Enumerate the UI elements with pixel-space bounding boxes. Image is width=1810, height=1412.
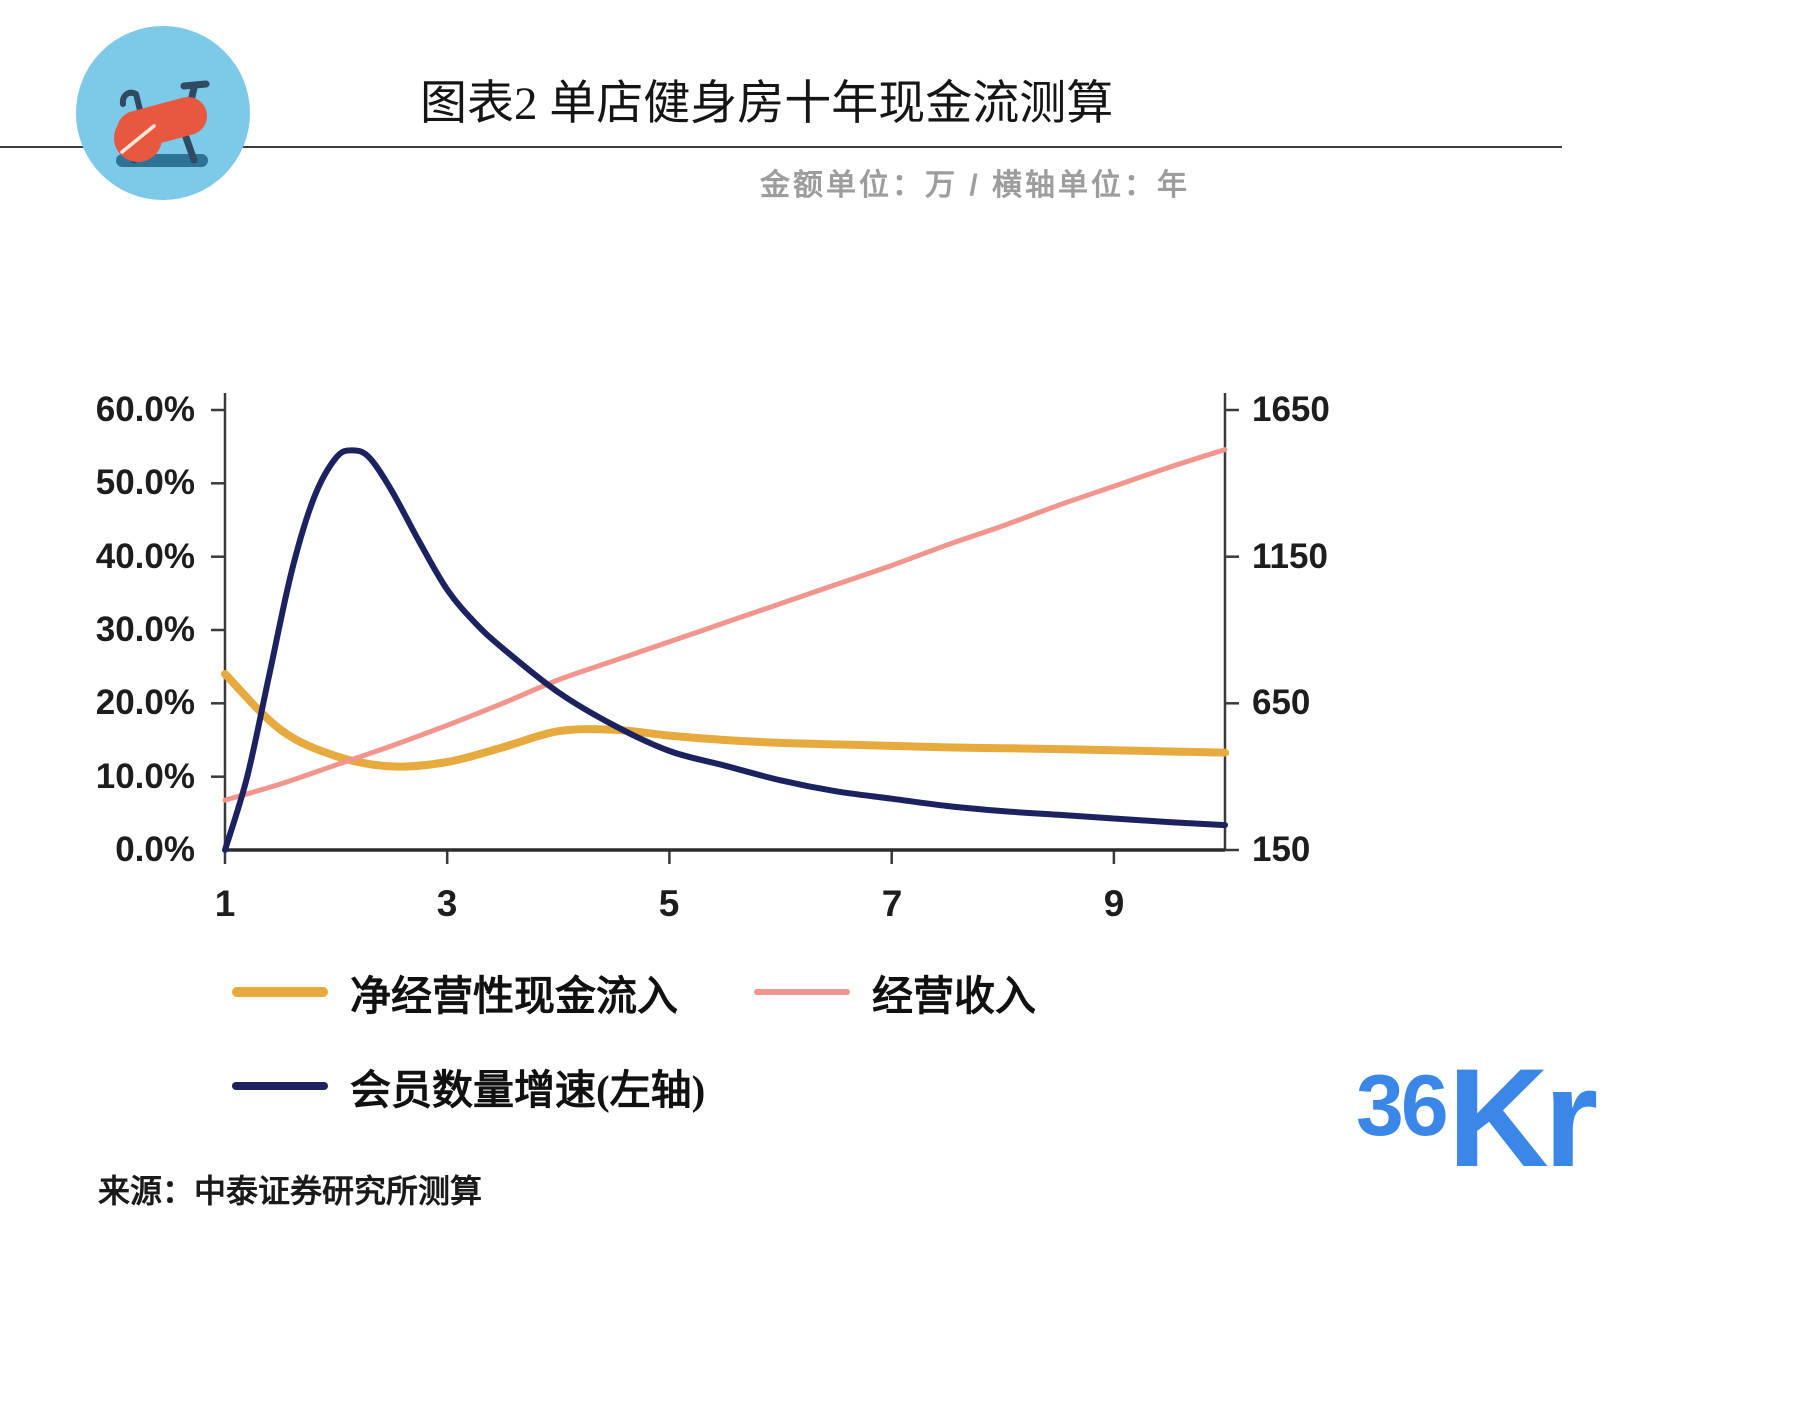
source-text: 来源：中泰证券研究所测算 — [98, 1173, 483, 1209]
y-left-tick-label: 20.0% — [95, 683, 195, 722]
chart-legend: 净经营性现金流入 经营收入 会员数量增速(左轴) — [232, 962, 1112, 1150]
y-left-tick-label: 50.0% — [95, 463, 195, 502]
legend-row: 净经营性现金流入 经营收入 — [232, 962, 1112, 1022]
chart-line-0 — [221, 670, 1229, 771]
y-left-tick-label: 40.0% — [95, 537, 195, 576]
y-right-tick-label: 1150 — [1252, 537, 1328, 576]
page-title: 图表2 单店健身房十年现金流测算 — [420, 78, 1114, 130]
cashflow-chart: 60.0% 50.0% 40.0% 30.0% 20.0% 10.0% 0.0%… — [40, 355, 1500, 985]
legend-swatch-member-growth — [232, 1082, 328, 1090]
legend-swatch-net-cash-inflow — [232, 987, 328, 997]
legend-label-net-cash-inflow: 净经营性现金流入 — [350, 973, 678, 1019]
y-left-tick-label: 10.0% — [95, 757, 195, 796]
x-tick-label: 1 — [214, 883, 236, 924]
y-right-tick-label: 150 — [1252, 830, 1311, 869]
exercise-bike-icon-svg — [76, 26, 250, 200]
legend-label-operating-revenue: 经营收入 — [872, 973, 1036, 1019]
exercise-bike-icon — [76, 26, 250, 200]
legend-label-member-growth: 会员数量增速(左轴) — [350, 1067, 706, 1113]
legend-row: 会员数量增速(左轴) — [232, 1056, 1112, 1116]
y-left-tick-label: 0.0% — [115, 830, 195, 869]
legend-item-net-cash-inflow: 净经营性现金流入 — [232, 962, 678, 1022]
36kr-logo-36: 36 — [1356, 1058, 1449, 1154]
x-tick-label: 9 — [1103, 883, 1125, 924]
y-right-tick-label: 1650 — [1252, 390, 1330, 429]
chart-canvas — [211, 393, 1239, 864]
header-divider — [0, 146, 1562, 148]
chart-line-1 — [222, 447, 1228, 803]
chart-line-2 — [222, 447, 1228, 853]
legend-item-member-growth: 会员数量增速(左轴) — [232, 1056, 705, 1116]
y-right-tick-label: 650 — [1252, 683, 1311, 722]
legend-swatch-operating-revenue — [754, 989, 850, 995]
axis-ticks — [211, 408, 1239, 864]
y-left-tick-label: 60.0% — [95, 390, 195, 429]
legend-item-operating-revenue: 经营收入 — [754, 962, 1036, 1022]
x-tick-label: 7 — [881, 883, 903, 924]
36kr-logo-kr: Kr — [1447, 1039, 1599, 1196]
y-left-tick-label: 30.0% — [95, 610, 195, 649]
36kr-logo: 36 Kr — [1356, 1039, 1599, 1196]
x-tick-label: 3 — [436, 883, 458, 924]
x-tick-label: 5 — [658, 883, 680, 924]
axis-units-note: 金额单位：万 / 横轴单位：年 — [760, 169, 1191, 202]
